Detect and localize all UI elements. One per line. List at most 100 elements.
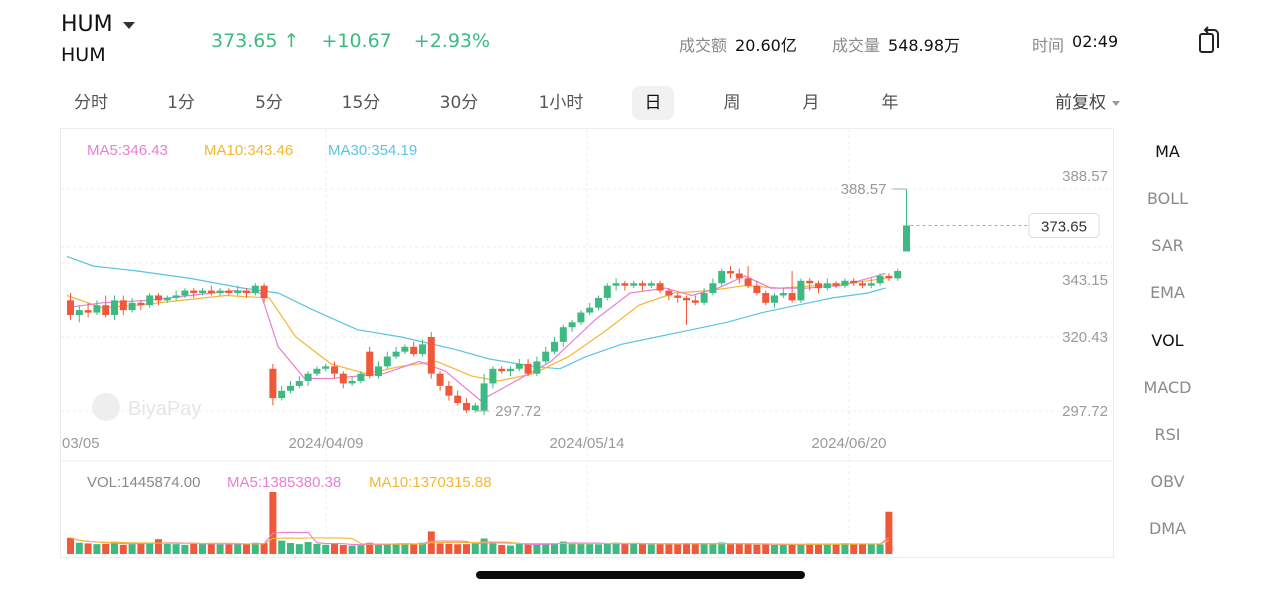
candle-body — [102, 305, 110, 316]
volume-bar — [234, 543, 242, 554]
candle-body — [304, 373, 312, 381]
volume-bar — [357, 545, 365, 554]
candle-body — [295, 380, 303, 386]
candle-body — [251, 285, 259, 294]
symbol-selector[interactable]: HUM — [61, 12, 135, 37]
candle-body — [683, 297, 690, 301]
x-tick-label: 2024/04/09 — [288, 435, 363, 452]
volume-bar — [524, 544, 532, 554]
volume-bar — [419, 542, 426, 554]
indicator-ma[interactable]: MA — [1155, 142, 1180, 161]
candle-body — [612, 283, 620, 286]
candle-body — [322, 366, 330, 369]
indicator-vol[interactable]: VOL — [1151, 331, 1184, 350]
volume-bar — [603, 543, 611, 554]
volume-bar — [436, 543, 444, 554]
candle-body — [216, 290, 224, 294]
volume-bar — [867, 544, 875, 554]
tab-1min[interactable]: 1分 — [167, 93, 195, 113]
volume-bar — [595, 544, 602, 554]
indicator-ema[interactable]: EMA — [1150, 283, 1185, 302]
candle-body — [146, 295, 154, 306]
ma-label-0: MA5:346.43 — [87, 142, 168, 159]
volume-bar — [700, 543, 708, 554]
tab-month[interactable]: 月 — [802, 93, 820, 113]
candle-body — [199, 290, 206, 294]
candle-body — [137, 302, 145, 306]
volume-bar — [559, 541, 567, 554]
volume-bar — [647, 544, 655, 554]
candle-body — [797, 280, 805, 301]
tab-30min[interactable]: 30分 — [439, 93, 479, 113]
volume-bar — [586, 544, 594, 554]
header-bar: HUM HUM 373.65 ↑ +10.67 +2.93% 成交额 20.60… — [0, 0, 1280, 80]
candle-body — [375, 366, 382, 377]
candle-body — [234, 290, 242, 294]
tab-5min[interactable]: 5分 — [255, 93, 283, 113]
indicator-macd[interactable]: MACD — [1143, 378, 1192, 397]
candle-body — [339, 373, 347, 384]
volume-value: 548.98万 — [888, 36, 961, 55]
candle-body — [128, 302, 136, 311]
volume-bar — [410, 543, 418, 554]
candle-body — [744, 278, 752, 286]
volume-bar — [260, 543, 268, 554]
symbol-title: HUM — [61, 12, 113, 37]
candle-body — [647, 283, 655, 286]
candle-body — [463, 402, 470, 411]
volume-bar — [850, 543, 858, 554]
candle-body — [823, 283, 831, 289]
tab-year[interactable]: 年 — [881, 93, 899, 113]
volume-bar — [287, 543, 294, 554]
volume-label: 成交量 — [832, 36, 881, 55]
last-price-value: 373.65 — [211, 30, 278, 52]
volume-bar — [225, 544, 233, 554]
indicator-boll[interactable]: BOLL — [1146, 189, 1189, 208]
candle-body — [665, 290, 673, 296]
chevron-down-icon — [1112, 100, 1120, 106]
volume-bar — [753, 544, 761, 554]
home-indicator — [476, 571, 805, 579]
volume-bar — [84, 543, 92, 554]
kline-chart[interactable]: BiyaPay MA5:346.43 MA10:343.46 MA30:354.19 3… — [61, 129, 1114, 559]
chart-container[interactable]: BiyaPay MA5:346.43 MA10:343.46 MA30:354.19 3… — [60, 128, 1220, 559]
candle-body — [586, 307, 594, 313]
watermark-logo-icon — [92, 393, 120, 421]
volume-bar — [665, 543, 673, 554]
candle-body — [603, 285, 611, 298]
tab-1hour[interactable]: 1小时 — [538, 93, 584, 113]
volume-bar — [735, 543, 743, 554]
volume-bar — [533, 543, 541, 554]
indicator-rsi[interactable]: RSI — [1154, 425, 1181, 444]
candle-body — [727, 271, 734, 274]
tab-week[interactable]: 周 — [723, 93, 741, 113]
candle-body — [172, 295, 180, 298]
volume-bar — [383, 544, 391, 554]
min-price-label: 297.72 — [495, 403, 541, 420]
landscape-rotate-icon[interactable] — [1198, 26, 1222, 54]
candle-body — [392, 351, 400, 357]
tab-15min[interactable]: 15分 — [341, 93, 381, 113]
price-adjust-dropdown[interactable]: 前复权 — [1055, 86, 1120, 120]
tab-intraday[interactable]: 分时 — [74, 93, 108, 113]
period-tabs: 分时 1分 5分 15分 30分 1小时 日 周 月 年 前复权 — [60, 86, 1220, 120]
candle-body — [876, 275, 884, 284]
indicator-obv[interactable]: OBV — [1150, 472, 1185, 491]
candle-body — [621, 283, 629, 286]
x-tick-label: 2024/05/14 — [549, 435, 624, 452]
indicator-dma[interactable]: DMA — [1148, 519, 1187, 538]
time-value: 02:49 — [1072, 32, 1119, 51]
candle-body — [225, 290, 233, 294]
time-stat: 时间 02:49 — [1032, 32, 1118, 56]
turnover-value: 20.60亿 — [735, 36, 797, 55]
volume-bar — [727, 544, 734, 554]
indicator-sar[interactable]: SAR — [1151, 236, 1184, 255]
volume-bar — [815, 543, 822, 554]
last-price: 373.65 ↑ — [211, 30, 299, 52]
y-tick-label: 388.57 — [1062, 168, 1108, 185]
volume-bar — [463, 544, 470, 554]
tab-day[interactable]: 日 — [632, 86, 674, 120]
candle-body — [119, 300, 127, 311]
candle-body — [515, 363, 523, 369]
candle-body — [656, 283, 664, 291]
